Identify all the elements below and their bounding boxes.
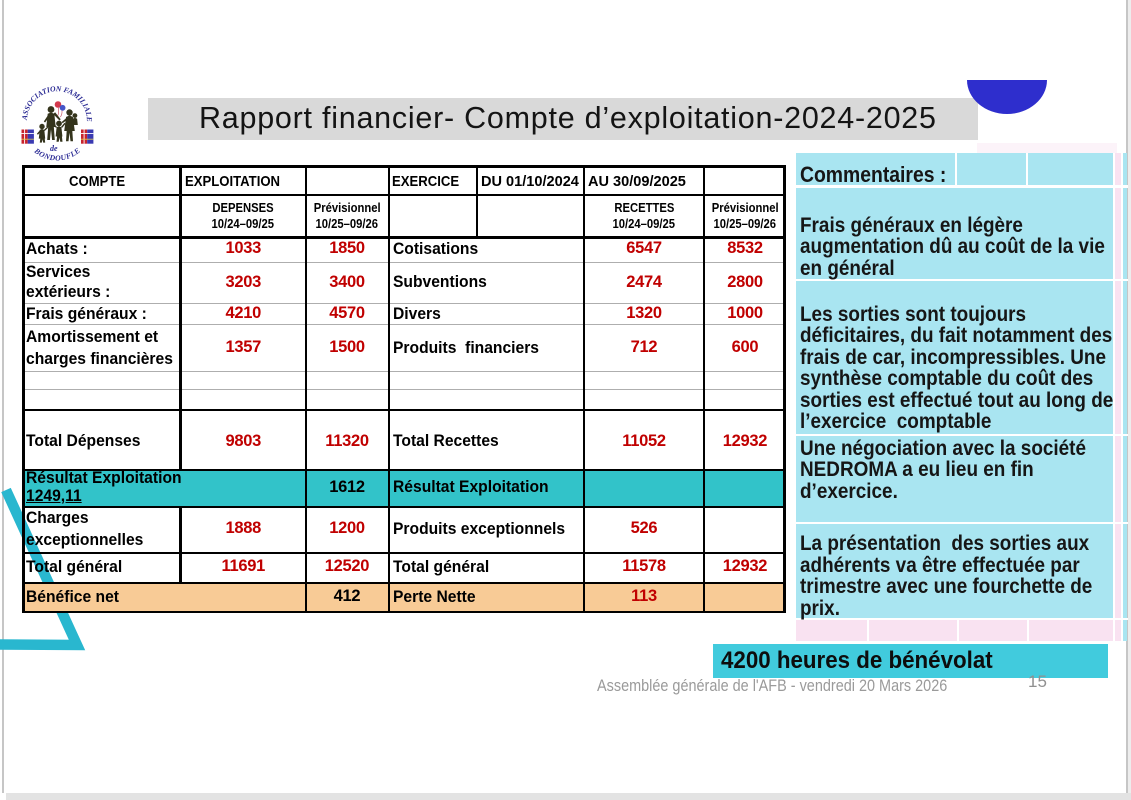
svg-text:de: de [50,144,58,153]
